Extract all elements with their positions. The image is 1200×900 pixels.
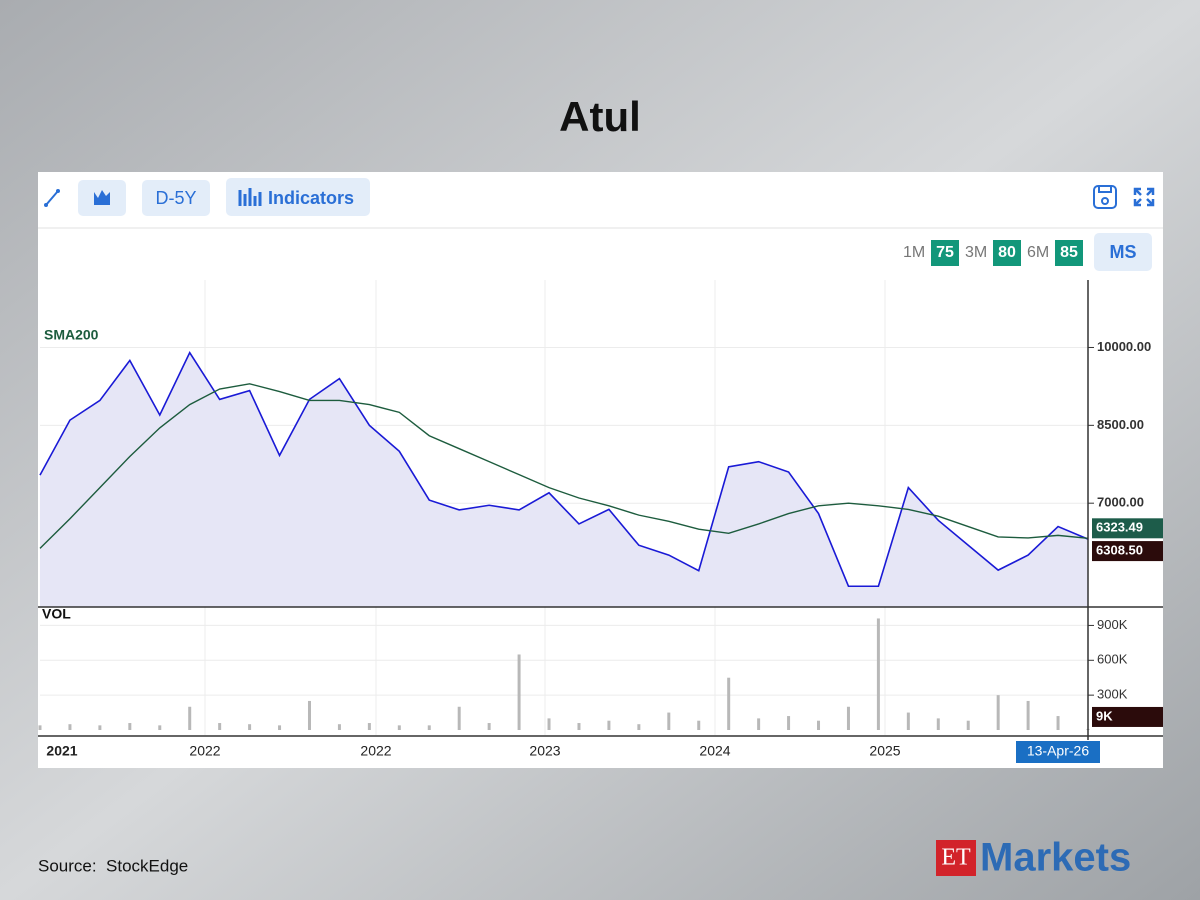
volume-bar <box>577 723 581 730</box>
y-tick-label: 10000.00 <box>1097 339 1151 354</box>
volume-bar <box>38 725 42 730</box>
y-tick-label: 7000.00 <box>1097 495 1144 510</box>
volume-bar <box>846 706 850 730</box>
volume-bar <box>667 712 671 730</box>
volume-bar <box>876 618 880 730</box>
logo-name: Markets <box>980 836 1131 880</box>
volume-bar <box>457 706 461 730</box>
indicators-button[interactable]: Indicators <box>226 178 370 216</box>
sma-line <box>39 383 1089 549</box>
page-title: Atul <box>559 93 641 140</box>
badge-box <box>931 240 959 266</box>
last-value-tag <box>1092 541 1163 562</box>
volume-bar <box>278 725 282 730</box>
x-tick-label: 2024 <box>699 743 730 759</box>
volume-bar <box>637 724 641 730</box>
volume-bar <box>966 720 970 730</box>
source-note: Source: StockEdge <box>38 856 188 875</box>
volume-bar <box>936 718 940 730</box>
volume-bar <box>727 677 731 730</box>
volume-title: VOL <box>42 606 71 622</box>
y-tick-label: 600K <box>1097 652 1128 667</box>
volume-bar <box>158 725 162 730</box>
x-tick-label: 2022 <box>360 743 391 759</box>
draw-tool[interactable] <box>44 189 60 207</box>
y-tick-label: 900K <box>1097 617 1128 632</box>
volume-bar <box>367 723 371 730</box>
badge-box <box>1055 240 1083 266</box>
volume-bar <box>996 695 1000 730</box>
last-value-label: 6323.49 <box>1096 520 1143 535</box>
x-tick-label: 2025 <box>869 743 900 759</box>
volume-bar <box>757 718 761 730</box>
chart-type-button[interactable] <box>78 180 126 216</box>
volume-bar <box>547 718 551 730</box>
plot: 7000.00 8500.00 10000.00 6308.50 6323.49 SMA2… <box>38 280 1163 763</box>
volume-bar <box>68 724 72 730</box>
volume-bar <box>607 720 611 730</box>
y-tick-label: 300K <box>1097 687 1128 702</box>
badge-period: 1M <box>903 244 925 261</box>
badge-period: 6M <box>1027 244 1049 261</box>
volume-bar <box>307 700 311 730</box>
x-tick-label: 2022 <box>189 743 220 759</box>
badge-period: 3M <box>965 244 987 261</box>
last-value-tag <box>1092 518 1163 539</box>
legend-label: SMA200 <box>44 327 99 343</box>
volume-bar <box>337 724 341 730</box>
y-tick-label: 8500.00 <box>1097 417 1144 432</box>
volume-bar <box>697 720 701 730</box>
volume-bar <box>1026 700 1030 730</box>
volume-bar <box>397 725 401 730</box>
volume-bar <box>248 724 252 730</box>
volume-bar <box>906 712 910 730</box>
indicators-label: Indicators <box>268 188 354 208</box>
ms-label: MS <box>1110 242 1137 262</box>
volume-bar <box>1056 716 1060 730</box>
date-label: 13-Apr-26 <box>1027 743 1089 759</box>
volume-bar <box>188 706 192 730</box>
volume-bar <box>218 723 222 730</box>
volume-bar <box>128 723 132 730</box>
x-tick-label: 2023 <box>529 743 560 759</box>
price-area <box>40 352 1088 607</box>
logo-brand: ET <box>941 845 971 871</box>
volume-bar <box>427 725 431 730</box>
date-tag <box>1016 741 1100 763</box>
last-value-tag <box>1092 706 1163 727</box>
fullscreen-button[interactable] <box>1133 187 1155 207</box>
last-value-label: 6308.50 <box>1096 543 1143 558</box>
volume-bar <box>817 720 821 730</box>
x-tick-label: 2021 <box>46 743 77 759</box>
volume-bar <box>487 723 491 730</box>
volume-bar <box>787 716 791 730</box>
badge-score: 85 <box>1060 244 1078 261</box>
volume-bar <box>517 654 521 730</box>
badge-score: 80 <box>998 244 1016 261</box>
volume-bar <box>98 725 102 730</box>
save-button[interactable] <box>1093 185 1117 209</box>
badge-score: 75 <box>936 244 954 261</box>
logo: ET Markets <box>936 836 1131 880</box>
ms-button[interactable]: MS <box>1094 233 1152 271</box>
badge-box <box>993 240 1021 266</box>
period-label: D-5Y <box>155 188 196 208</box>
period-button[interactable]: D-5Y <box>142 180 210 216</box>
last-value-label: 9K <box>1096 708 1113 723</box>
badge-row: 1M 75 3M 80 6M 85 <box>903 240 1083 266</box>
